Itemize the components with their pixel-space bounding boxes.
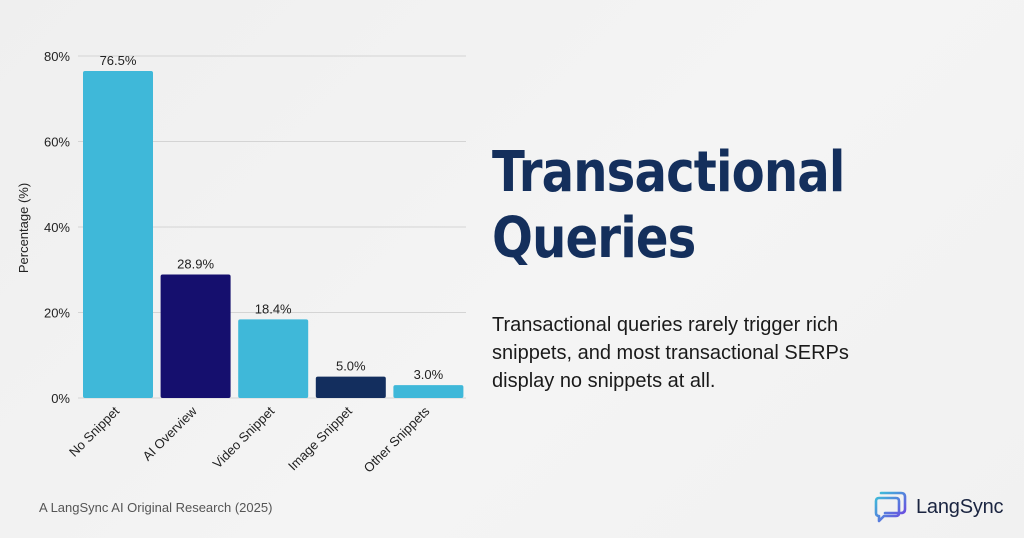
bar-value-label: 5.0% xyxy=(336,359,366,374)
brand-name: LangSync xyxy=(916,495,1004,518)
headline-line-1: Transactional xyxy=(492,140,845,205)
x-tick-label: Video Snippet xyxy=(210,403,278,471)
x-tick-label: Other Snippets xyxy=(361,403,433,475)
bar-chart: 0% 20% 40% 60% 80% 76.5% 28.9% 18.4% 5.0% 3.0% N… xyxy=(16,49,466,475)
y-axis-ticks: 0% 20% 40% 60% 80% xyxy=(44,49,70,406)
x-tick-label: Image Snippet xyxy=(285,403,355,473)
x-axis-ticks: No Snippet AI Overview Video Snippet Image … xyxy=(66,403,433,475)
brand-logo: LangSync xyxy=(872,487,1004,527)
langsync-logo-icon xyxy=(874,491,907,523)
bar xyxy=(83,70,153,399)
bar-value-labels: 76.5% 28.9% 18.4% 5.0% 3.0% xyxy=(100,53,444,382)
bar-value-label: 76.5% xyxy=(100,53,137,68)
y-tick-label: 60% xyxy=(44,135,70,150)
bar xyxy=(393,385,464,398)
chart-bars xyxy=(83,70,464,399)
bar-value-label: 3.0% xyxy=(414,367,444,382)
x-tick-label: No Snippet xyxy=(66,403,122,459)
y-tick-label: 40% xyxy=(44,220,70,235)
headline-line-2: Queries xyxy=(492,206,696,271)
y-tick-label: 0% xyxy=(51,391,70,406)
headline: Transactional Queries xyxy=(492,140,939,272)
x-tick-label: AI Overview xyxy=(140,403,201,464)
y-axis-label: Percentage (%) xyxy=(16,183,31,273)
bar xyxy=(238,319,309,398)
description-text: Transactional queries rarely trigger ric… xyxy=(492,314,849,392)
bar-value-label: 18.4% xyxy=(255,301,292,316)
bar xyxy=(160,274,231,398)
y-tick-label: 80% xyxy=(44,49,70,64)
research-credit: A LangSync AI Original Research (2025) xyxy=(39,500,273,515)
bar xyxy=(315,376,386,398)
y-tick-label: 20% xyxy=(44,306,70,321)
bar-value-label: 28.9% xyxy=(177,256,214,271)
